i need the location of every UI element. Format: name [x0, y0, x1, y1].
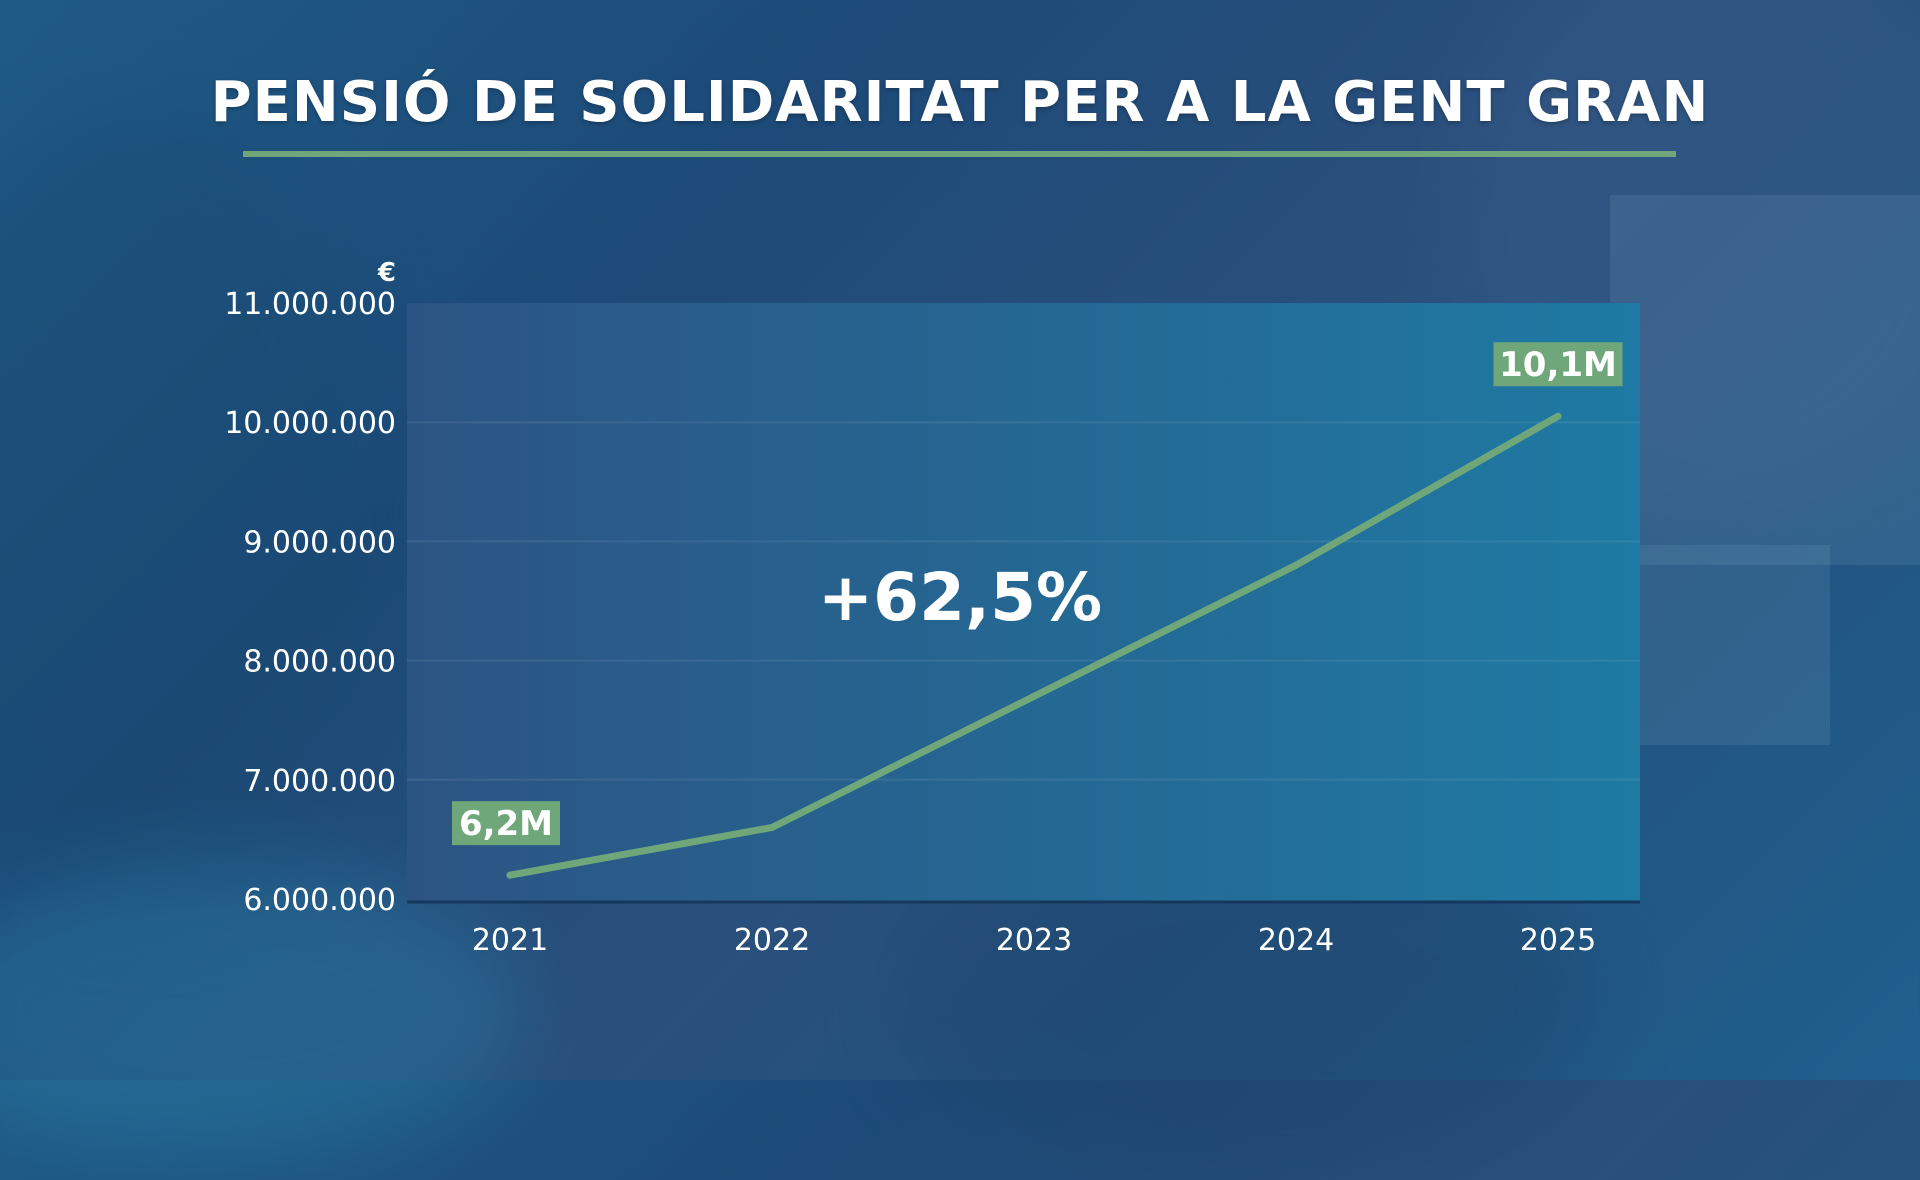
data-point: [768, 823, 776, 831]
background-panel: [1640, 545, 1830, 745]
title-underline: [243, 151, 1676, 157]
data-label: 10,1M: [1499, 345, 1617, 385]
y-axis-unit: €: [377, 258, 396, 288]
y-tick-label: 8.000.000: [243, 645, 396, 680]
data-label-box: [1493, 342, 1623, 387]
x-tick-label: 2024: [1258, 923, 1334, 958]
x-tick-label: 2023: [996, 923, 1072, 958]
y-tick-label: 9.000.000: [243, 525, 396, 560]
background-panel: [1610, 195, 1920, 565]
background-blur-shape: [0, 120, 400, 920]
x-tick-label: 2022: [734, 923, 810, 958]
y-tick-label: 6.000.000: [243, 883, 396, 918]
data-point: [1554, 412, 1562, 420]
chart-title: PENSIÓ DE SOLIDARITAT PER A LA GENT GRAN: [210, 70, 1710, 135]
plot-area: [407, 303, 1640, 902]
y-tick-label: 7.000.000: [243, 764, 396, 799]
data-label: 6,2M: [459, 804, 553, 844]
data-point: [1030, 692, 1038, 700]
data-label-box: [452, 801, 560, 846]
data-point: [1292, 561, 1300, 569]
growth-annotation: +62,5%: [818, 559, 1102, 636]
x-tick-label: 2021: [472, 923, 548, 958]
line-chart: 6.000.000 7.000.000 8.000.000 9.000.000 10.0…: [224, 258, 1640, 958]
y-tick-label: 10.000.000: [224, 406, 396, 441]
y-tick-label: 11.000.000: [224, 287, 396, 322]
x-tick-label: 2025: [1520, 923, 1596, 958]
data-point: [506, 871, 514, 879]
